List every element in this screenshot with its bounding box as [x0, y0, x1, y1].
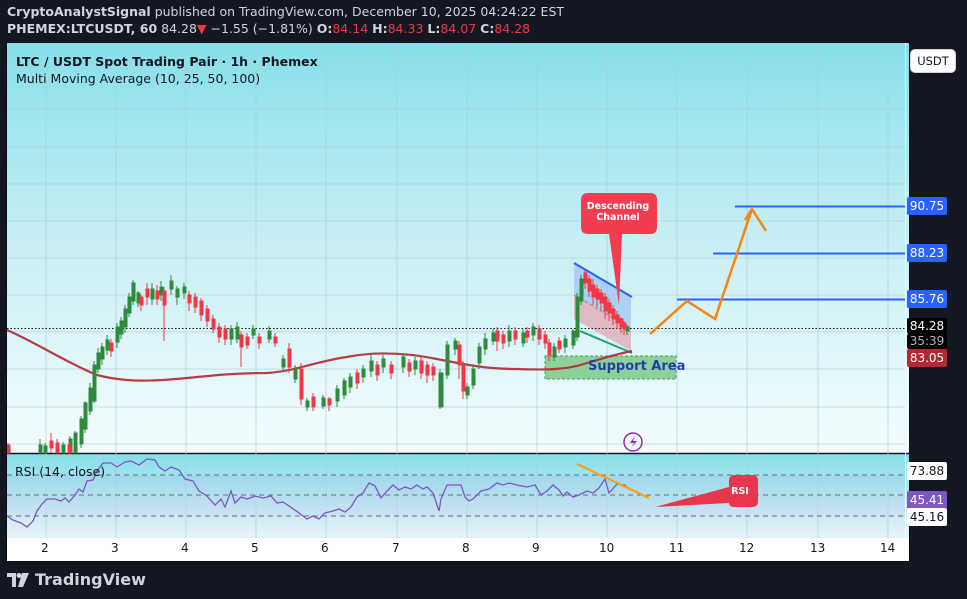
rsi-line[interactable] [7, 458, 636, 528]
chart-canvas[interactable] [7, 43, 910, 562]
high-label: H: [372, 21, 388, 36]
symbol-info: PHEMEX:LTCUSDT, 60 84.28▼ −1.55 (−1.81%)… [7, 21, 530, 36]
publish-info: CryptoAnalystSignal published on Trading… [7, 4, 564, 19]
chart-frame[interactable]: LTC / USDT Spot Trading Pair · 1h · Phem… [6, 42, 910, 562]
publish-text: published on TradingView.com, December 1… [150, 4, 565, 19]
descending-channel-callout[interactable] [581, 193, 657, 305]
last-price: 84.28 [161, 21, 197, 36]
moving-average-line[interactable] [7, 328, 633, 382]
down-arrow-icon: ▼ [196, 21, 207, 36]
event-lightning-icon[interactable] [623, 432, 643, 452]
price-tick: 94.00 [915, 138, 950, 152]
time-tick: 4 [181, 541, 189, 555]
channel-top-line[interactable] [573, 262, 633, 298]
channel-lower-fill [574, 295, 631, 351]
time-tick: 14 [880, 541, 896, 555]
rsi-value-tag: 45.41 [907, 491, 947, 509]
target1-price-tag: 85.76 [907, 290, 947, 308]
price-tick: 78.00 [915, 436, 950, 450]
time-tick: 9 [532, 541, 540, 555]
price-tick: 92.00 [915, 175, 950, 189]
horizontal-grid [7, 108, 905, 445]
price-pane[interactable] [7, 43, 910, 453]
time-tick: 10 [599, 541, 615, 555]
rsi-upper-tag: 73.88 [907, 462, 947, 480]
price-tick: 90.00 [915, 212, 950, 226]
price-tick: 96.00 [915, 101, 950, 115]
tradingview-logo-icon [7, 572, 29, 587]
time-tick: 7 [392, 541, 400, 555]
publisher-name[interactable]: CryptoAnalystSignal [7, 4, 151, 19]
currency-button[interactable]: USDT [911, 50, 955, 72]
time-tick: 6 [321, 541, 329, 555]
close-value: 84.28 [494, 21, 531, 36]
rsi-tick-clipped: 80.00 [916, 452, 948, 458]
time-tick: 3 [111, 541, 119, 555]
support-area-label: Support Area [588, 359, 686, 374]
target3-price-tag: 90.75 [907, 197, 947, 215]
channel-mid-fill [574, 295, 631, 351]
current-price-tag: 84.28 [907, 318, 947, 334]
time-tick: 12 [739, 541, 755, 555]
lightning-glyph [630, 436, 637, 448]
ma-price-tag: 83.05 [907, 349, 947, 367]
close-label: C: [480, 21, 495, 36]
low-value: 84.07 [440, 21, 477, 36]
open-label: O: [316, 21, 333, 36]
descending-channel-label-line1: Descending [586, 201, 650, 212]
indicator-legend[interactable]: Multi Moving Average (10, 25, 50, 100) [16, 71, 261, 86]
open-value: 84.14 [332, 21, 369, 36]
target2-price-tag: 88.23 [907, 244, 947, 262]
low-label: L: [427, 21, 441, 36]
time-tick: 2 [41, 541, 49, 555]
symbol-name: PHEMEX:LTCUSDT, 60 [7, 21, 158, 36]
rsi-trend-line[interactable] [576, 463, 650, 499]
time-tick: 11 [669, 541, 685, 555]
rsi-callout-label: RSI [731, 486, 749, 497]
time-tick: 5 [251, 541, 259, 555]
descending-channel-label: Descending Channel [581, 201, 655, 223]
time-tick: 8 [462, 541, 470, 555]
rsi-legend[interactable]: RSI (14, close) [15, 464, 106, 479]
chart-title: LTC / USDT Spot Trading Pair · 1h · Phem… [16, 54, 318, 69]
time-tick: 13 [810, 541, 826, 555]
tradingview-brand: TradingView [35, 570, 146, 589]
candlesticks[interactable] [7, 269, 630, 454]
descending-channel-label-line2: Channel [596, 212, 640, 223]
rsi-band [7, 475, 905, 516]
projection-arrowhead [743, 206, 768, 232]
countdown-tag: 35:39 [907, 334, 947, 349]
channel-bottom-line[interactable] [579, 330, 633, 354]
price-change: −1.55 (−1.81%) [210, 21, 313, 36]
rsi-lower-tag: 45.16 [907, 508, 947, 526]
time-axis[interactable] [7, 538, 910, 562]
high-value: 84.33 [387, 21, 424, 36]
projection-path[interactable] [649, 208, 754, 335]
rsi-callout[interactable] [655, 475, 758, 507]
price-tick: 80.00 [915, 399, 950, 413]
tradingview-logo[interactable]: TradingView [7, 570, 146, 589]
